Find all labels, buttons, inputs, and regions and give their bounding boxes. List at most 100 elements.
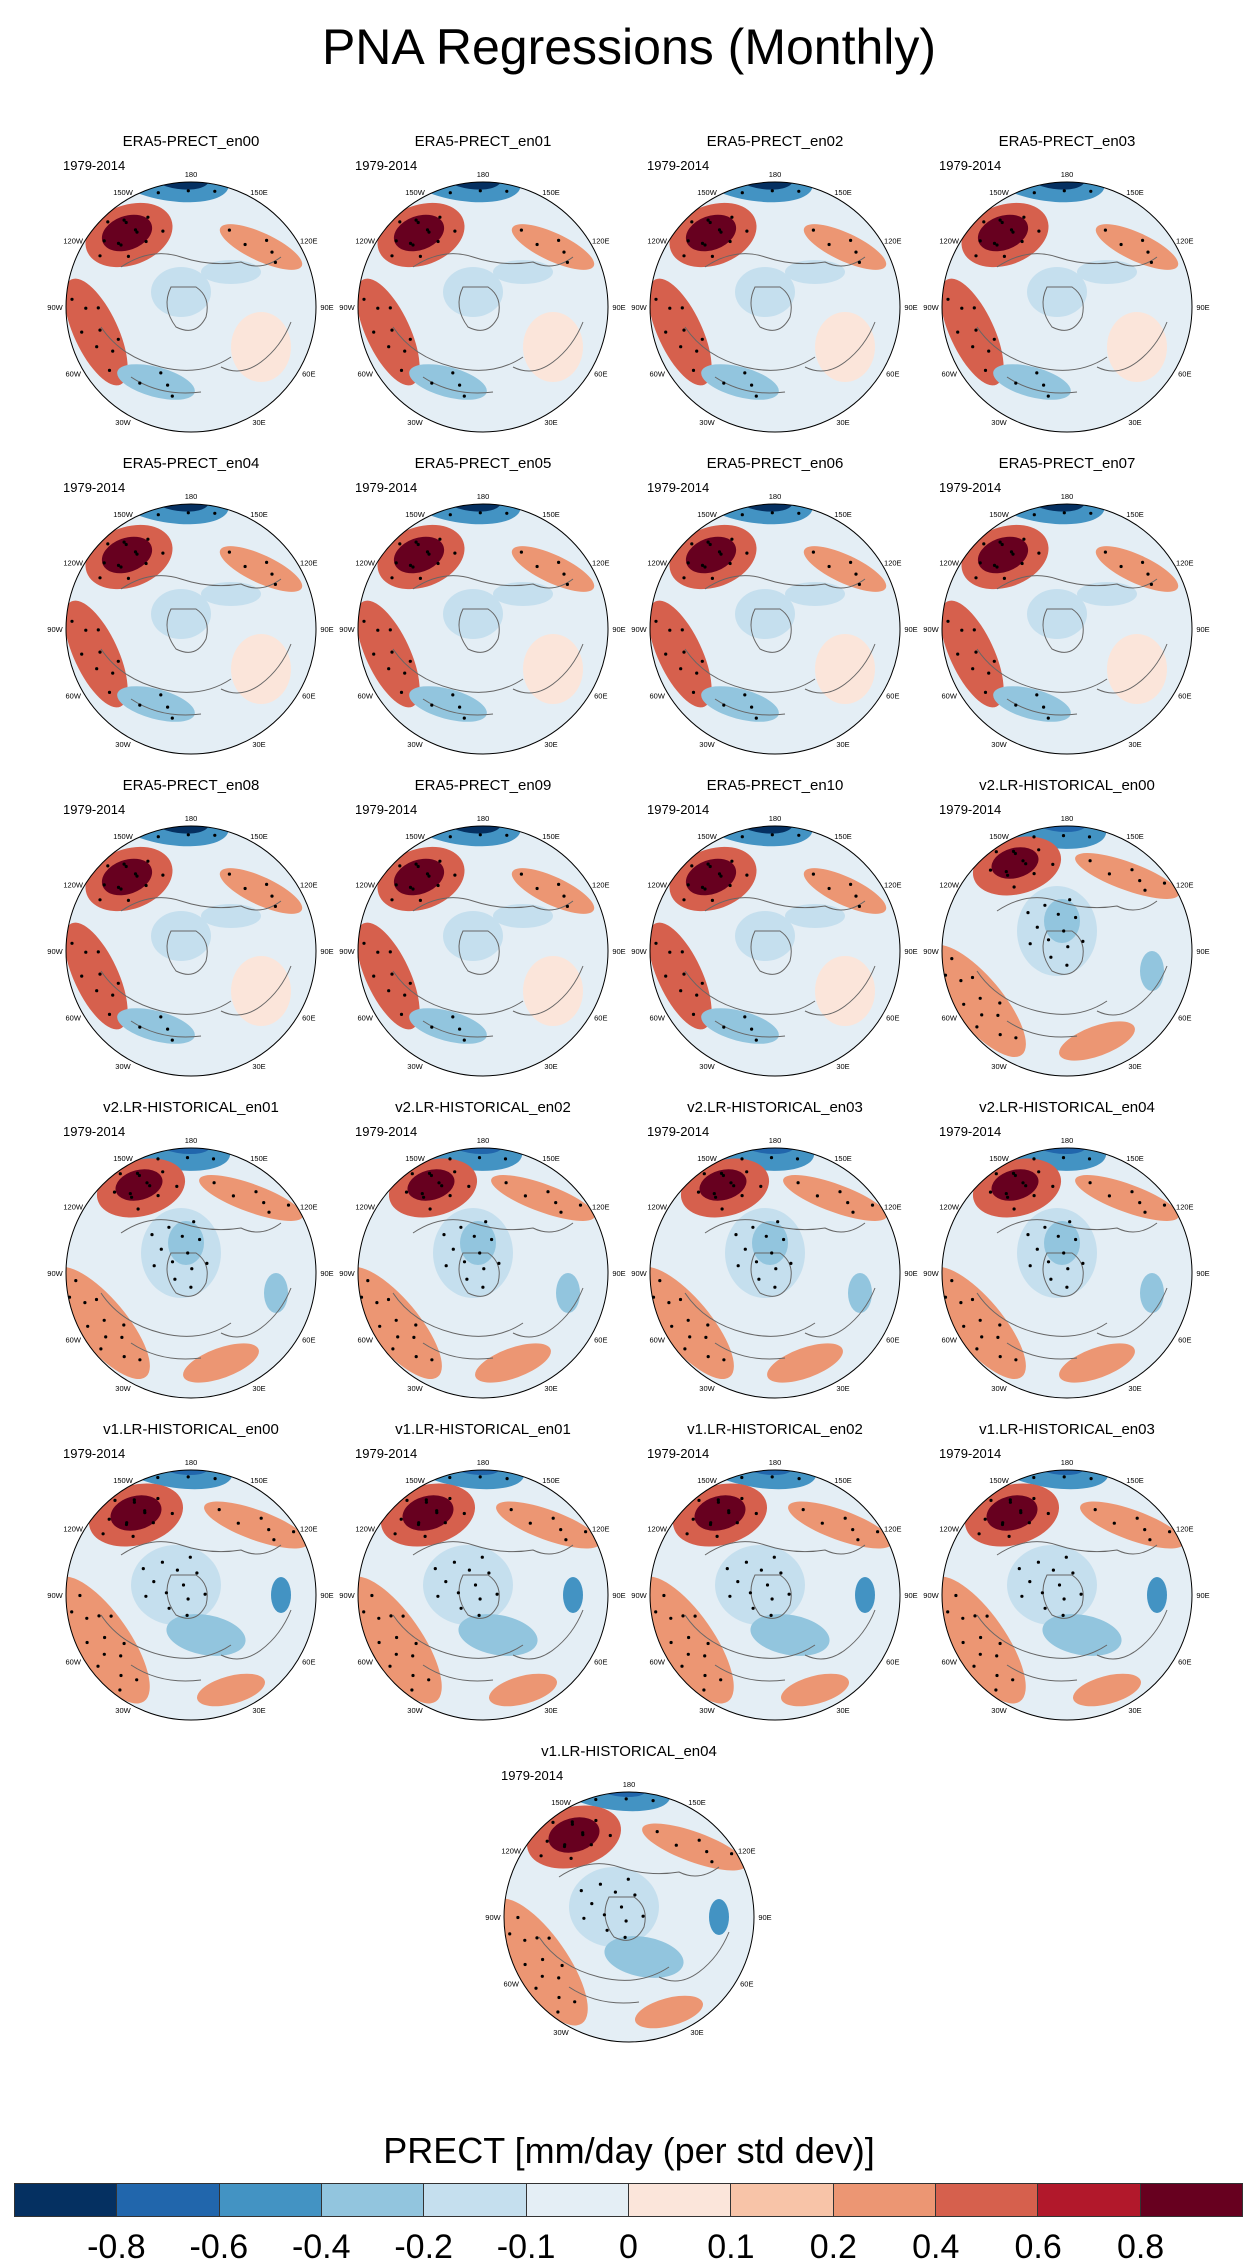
- anomaly-region: [1075, 1175, 1179, 1221]
- anomaly-region: [493, 904, 553, 928]
- anomaly-region: [650, 1267, 734, 1379]
- coastline: [422, 1020, 494, 1038]
- longitude-label: 150W: [113, 832, 134, 841]
- longitude-label: 150E: [834, 188, 852, 197]
- longitude-label: 150E: [834, 1476, 852, 1485]
- anomaly-region: [1080, 1501, 1184, 1549]
- anomaly-region: [511, 224, 595, 270]
- coastline: [804, 1287, 876, 1338]
- panel-title: ERA5-PRECT_en05: [414, 455, 552, 472]
- anomaly-region: [1147, 1577, 1167, 1613]
- longitude-label: 120E: [592, 881, 610, 890]
- coastline: [1096, 1609, 1168, 1660]
- coastline: [220, 1609, 292, 1660]
- panel-title: v2.LR-HISTORICAL_en04: [979, 1099, 1155, 1116]
- polar-map: 180150E120E90E60E30E030W60W90W120W150W: [923, 814, 1210, 1077]
- longitude-label: 120W: [63, 1203, 84, 1212]
- longitude-label: 180: [769, 170, 782, 179]
- coastline: [512, 1609, 584, 1660]
- anomaly-region: [1059, 1021, 1135, 1061]
- longitude-label: 60E: [594, 1014, 607, 1023]
- longitude-label: 60E: [886, 1336, 899, 1345]
- longitude-label: 30E: [252, 418, 265, 427]
- longitude-label: 120E: [1176, 559, 1194, 568]
- anomaly-region: [1042, 1614, 1122, 1656]
- longitude-label: 150E: [250, 1476, 268, 1485]
- anomaly-region: [491, 1175, 595, 1221]
- longitude-label: 60E: [1178, 1336, 1191, 1345]
- map-panel: ERA5-PRECT_en03180150E120E90E60E30E030W6…: [921, 133, 1213, 433]
- longitude-label: 30E: [836, 418, 849, 427]
- anomaly-region: [785, 260, 845, 284]
- map-panel: v1.LR-HISTORICAL_en00 180 150E 120E 90E 60E 30…: [45, 1421, 337, 1721]
- colorbar-box: [1140, 2184, 1242, 2216]
- longitude-label: 120E: [884, 1203, 902, 1212]
- coastline: [704, 1219, 866, 1234]
- colorbar-box: [526, 2184, 629, 2216]
- longitude-label: 150W: [989, 188, 1010, 197]
- longitude-label: 60E: [302, 692, 315, 701]
- significance-stipple: [67, 1475, 296, 1692]
- coastline: [130, 1020, 202, 1038]
- coastline: [1042, 1252, 1084, 1297]
- longitude-label: 30W: [699, 418, 715, 427]
- anomaly-region: [358, 922, 420, 1030]
- anomaly-region: [264, 1273, 288, 1313]
- longitude-label: 150E: [1126, 1154, 1144, 1163]
- longitude-label: 150W: [113, 1154, 134, 1163]
- anomaly-region: [701, 686, 779, 722]
- period-label: 1979-2014: [647, 480, 710, 495]
- coastline: [976, 326, 1108, 371]
- longitude-label: 30E: [836, 1062, 849, 1071]
- longitude-label: 90E: [904, 303, 917, 312]
- coastline: [392, 1614, 524, 1659]
- coastline: [422, 1342, 494, 1360]
- coastline: [714, 376, 786, 394]
- longitude-label: 90W: [339, 1591, 355, 1600]
- longitude-label: 90E: [1196, 625, 1209, 634]
- longitude-label: 180: [769, 1136, 782, 1145]
- coastline: [120, 1219, 282, 1234]
- anomaly-region: [66, 278, 128, 386]
- map-panel: ERA5-PRECT_en06180150E120E90E60E30E030W6…: [629, 455, 921, 755]
- longitude-label: 30W: [115, 1062, 131, 1071]
- colorbar-box: [731, 2184, 834, 2216]
- longitude-label: 150W: [405, 1154, 426, 1163]
- map-panel: v1.LR-HISTORICAL_en04 180 150E 120E 90E 60E 30…: [483, 1743, 775, 2043]
- anomaly-region: [1077, 260, 1137, 284]
- anomaly-region: [785, 582, 845, 606]
- panel-title: ERA5-PRECT_en07: [998, 455, 1136, 472]
- significance-stipple: [505, 1797, 734, 2014]
- longitude-label: 30E: [544, 740, 557, 749]
- longitude-label: 150W: [551, 1798, 572, 1807]
- polar-map: 180150E120E90E60E30E030W60W90W120W150W: [339, 492, 626, 755]
- coastline: [804, 965, 876, 1016]
- anomaly-region: [493, 260, 553, 284]
- longitude-label: 90W: [47, 625, 63, 634]
- longitude-label: 180: [769, 492, 782, 501]
- panel-title: ERA5-PRECT_en00: [122, 133, 260, 150]
- anomaly-region: [942, 1576, 1026, 1704]
- anomaly-region: [523, 634, 583, 704]
- anomaly-region: [735, 267, 795, 317]
- significance-stipple: [362, 504, 569, 720]
- longitude-label: 30E: [836, 740, 849, 749]
- coastline: [704, 1541, 866, 1556]
- coastline: [568, 1986, 640, 2004]
- longitude-label: 60W: [65, 692, 81, 701]
- longitude-label: 60E: [886, 1658, 899, 1667]
- anomaly-region: [460, 1221, 496, 1265]
- longitude-label: 150E: [250, 832, 268, 841]
- anomaly-region: [151, 589, 211, 639]
- longitude-label: 150W: [113, 1476, 134, 1485]
- period-label: 1979-2014: [63, 158, 126, 173]
- map-panel: ERA5-PRECT_en00180150E120E90E60E30E030W6…: [45, 133, 337, 433]
- anomaly-region: [219, 224, 303, 270]
- significance-stipple: [654, 826, 861, 1042]
- longitude-label: 30E: [252, 740, 265, 749]
- colorbar-box: [321, 2184, 425, 2216]
- anomaly-region: [151, 267, 211, 317]
- anomaly-region: [523, 312, 583, 382]
- longitude-label: 90E: [904, 1591, 917, 1600]
- panel-title: ERA5-PRECT_en02: [706, 133, 844, 150]
